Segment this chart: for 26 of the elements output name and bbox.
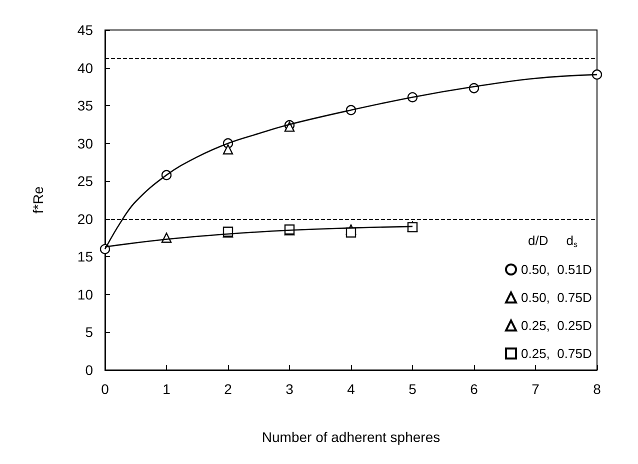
x-tick-label: 5 [408, 381, 417, 397]
x-tick-label: 3 [286, 381, 294, 397]
legend-label: 0.50, 0.75D [521, 290, 592, 305]
x-tick-label: 4 [347, 381, 356, 397]
x-tick-label: 1 [162, 381, 171, 397]
y-tick-label: 20 [77, 210, 94, 227]
legend-label: 0.25, 0.75D [521, 346, 592, 361]
x-tick-label: 8 [593, 381, 602, 397]
legend-label: 0.25, 0.25D [521, 318, 592, 333]
point [222, 144, 234, 154]
x-tick-label: 0 [101, 381, 110, 397]
y-tick-label: 15 [77, 248, 94, 265]
legend-label: 0.50, 0.51D [521, 262, 592, 277]
x-axis-title: Number of adherent spheres [262, 429, 440, 445]
y-tick-label: 10 [77, 286, 94, 302]
y-axis-title: f*Re [30, 186, 46, 214]
y-tick-label: 30 [77, 135, 94, 152]
y-tick-label: 35 [77, 98, 94, 114]
y-tick-label: 40 [77, 60, 94, 76]
y-tick-label: 0 [85, 362, 94, 378]
y-tick-label: 45 [77, 22, 94, 38]
y-tick-label: 25 [77, 173, 94, 190]
x-tick-label: 7 [532, 381, 540, 397]
x-tick-label: 2 [224, 381, 232, 397]
y-tick-label: 5 [85, 324, 94, 340]
x-tick-label: 6 [470, 381, 478, 397]
